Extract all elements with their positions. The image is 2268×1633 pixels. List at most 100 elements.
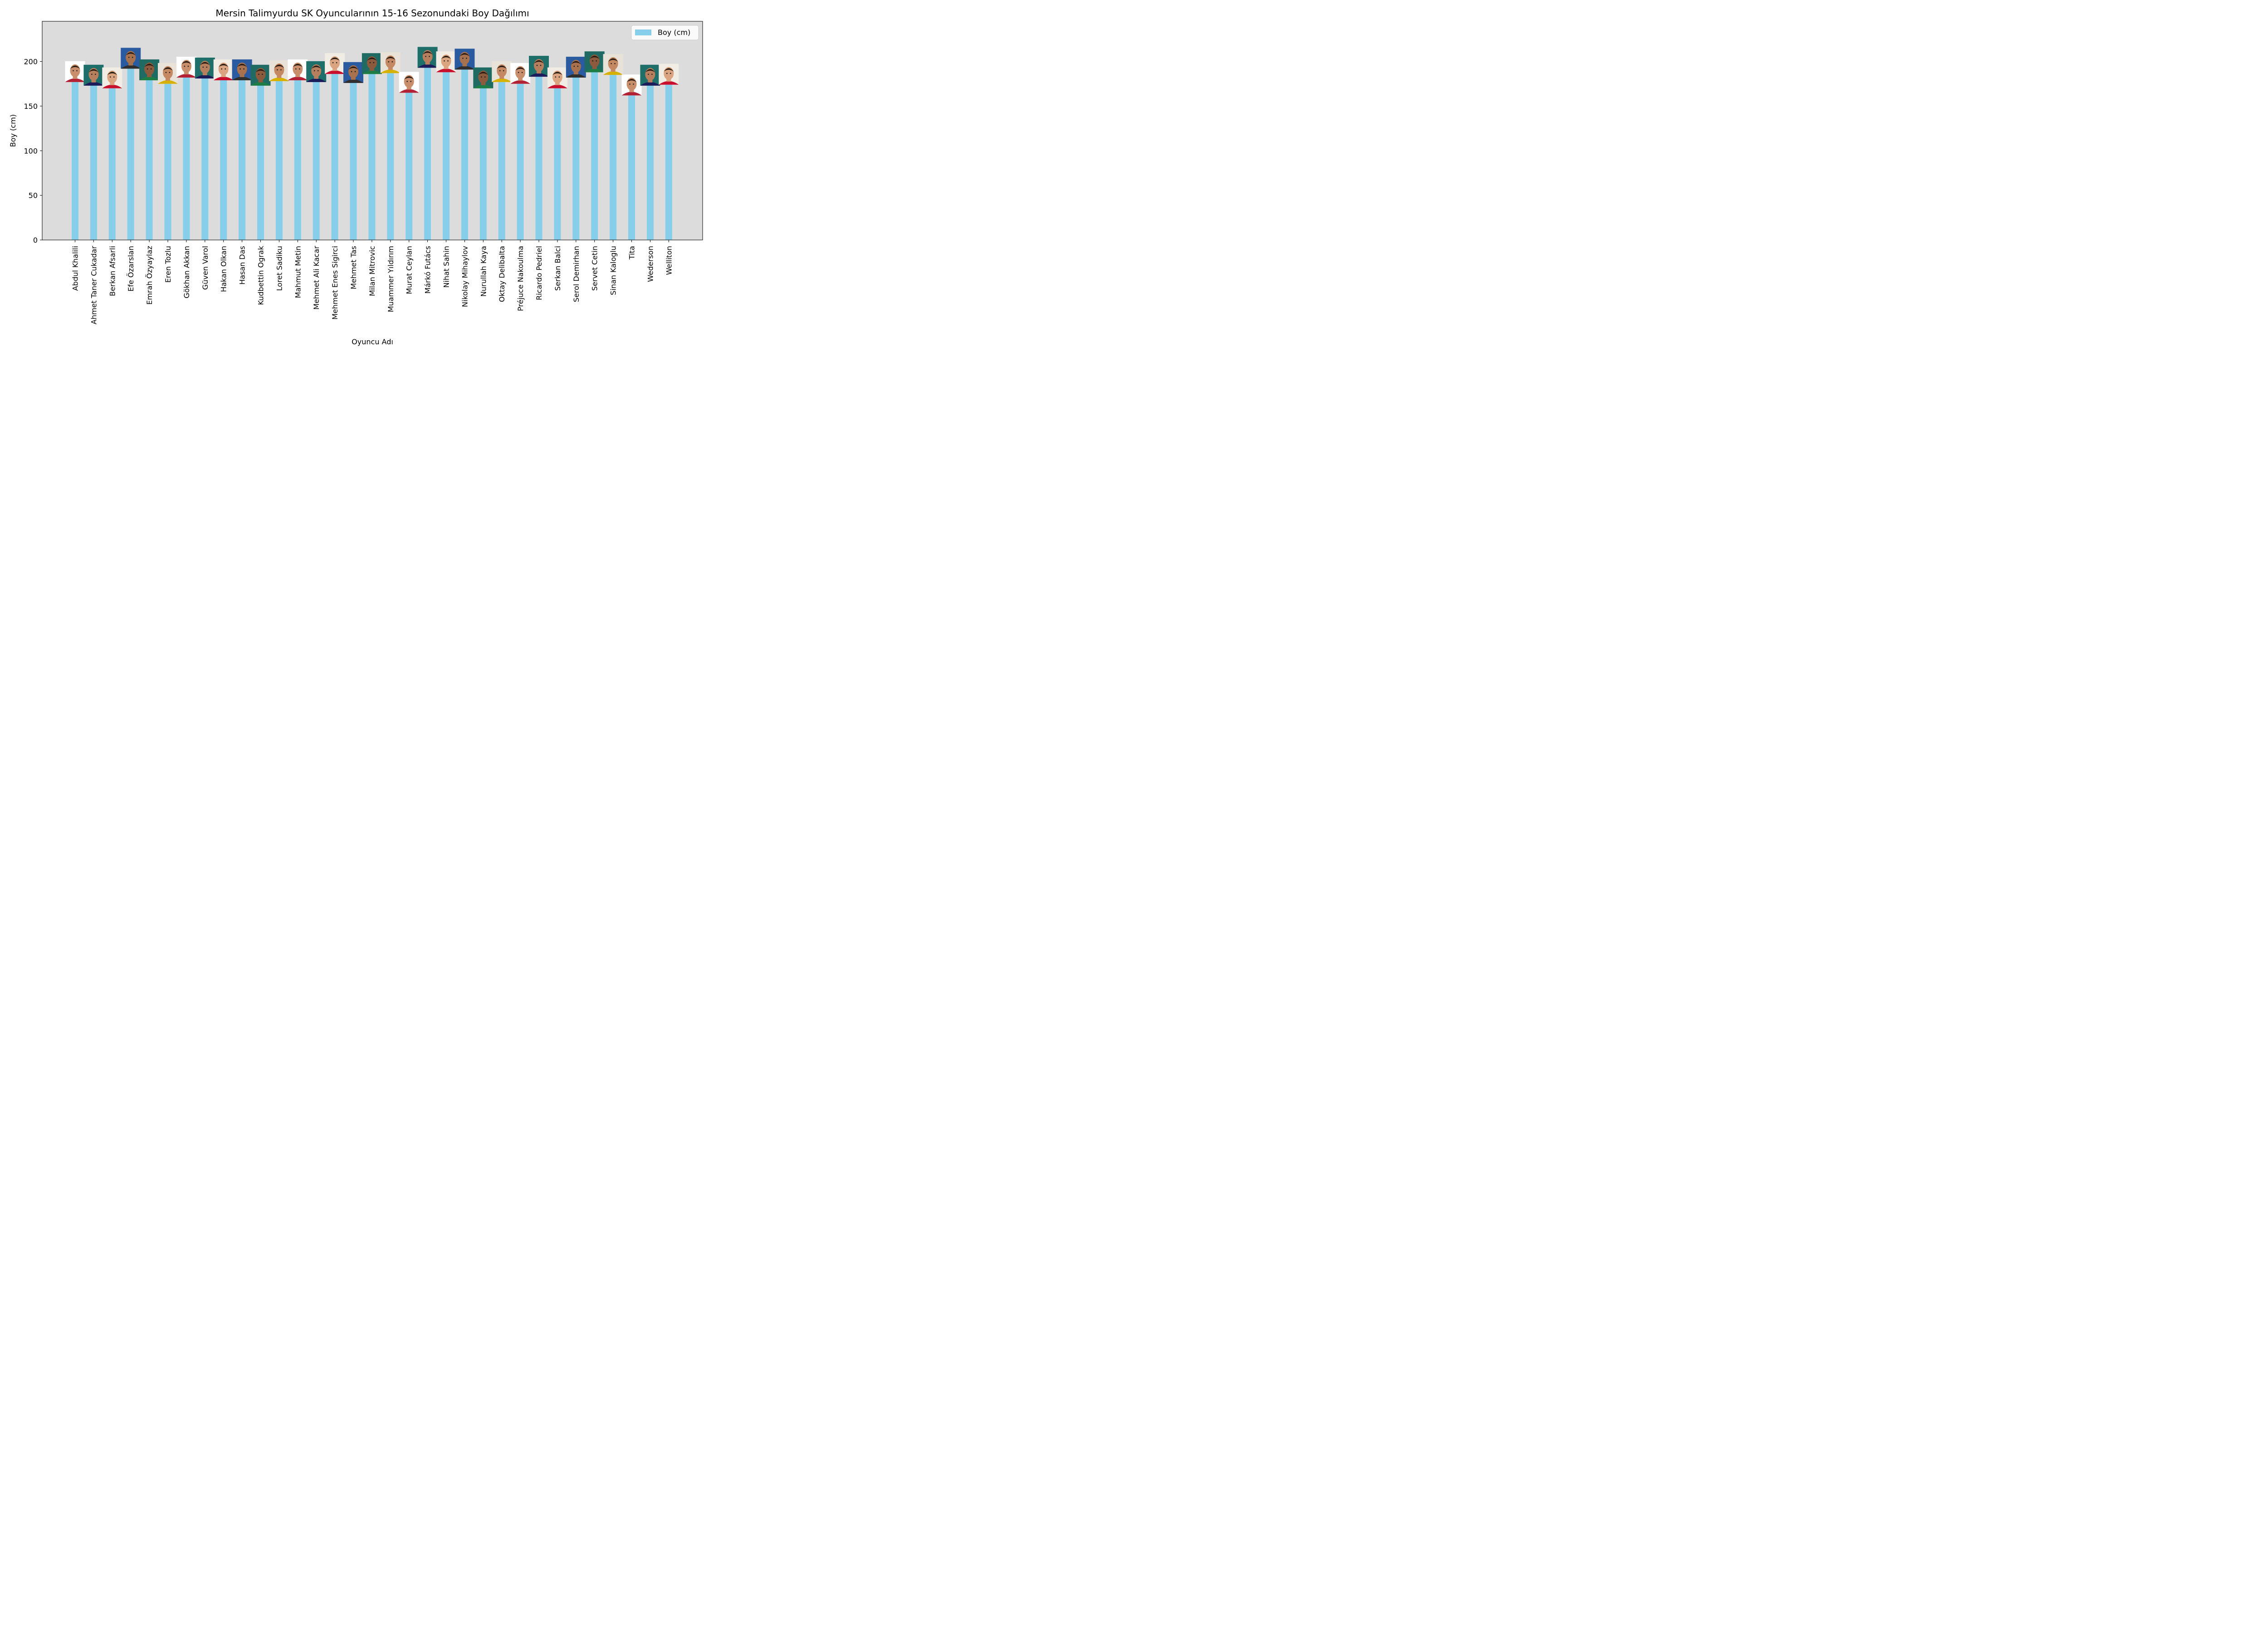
bar (535, 74, 543, 240)
x-tick-label: Serol Demirhan (572, 246, 581, 302)
x-axis: Abdul Khalili Ahmet Taner Cukadar Berkan A… (71, 240, 673, 325)
x-tick-label: Muammer Yıldırım (386, 246, 395, 312)
player-photo-icon (269, 60, 289, 81)
bar (387, 70, 394, 240)
player-photo-icon (510, 63, 531, 84)
x-tick-label: Tita (628, 246, 636, 260)
bar (108, 85, 116, 240)
x-tick-label: Welliton (665, 246, 673, 275)
bar (294, 77, 301, 240)
x-tick-label: Mehmet Enes Sigirci (331, 246, 339, 320)
player-photo-icon (621, 74, 642, 96)
player-photo-icon (176, 57, 196, 78)
y-axis: 0 50 100 150 200 (24, 58, 42, 244)
bar-chart: 0 50 100 150 200 Abdul Khalili Ahmet Taner Cu… (0, 0, 711, 356)
bar (146, 77, 153, 240)
bar (331, 71, 338, 240)
x-tick-label: Sinan Kaloglu (609, 246, 618, 295)
legend-swatch (635, 29, 651, 35)
player-photo-icon (547, 67, 567, 88)
x-tick-label: Emrah Özyaylaz (145, 246, 154, 305)
bar (72, 79, 78, 240)
bars-group (72, 65, 672, 240)
bar (313, 79, 320, 240)
x-tick-label: Hakan Olkan (220, 246, 228, 292)
x-tick-label: Eren Tozlu (164, 246, 172, 283)
bar (554, 85, 561, 240)
player-photo-icon (362, 53, 382, 74)
bar (239, 77, 246, 240)
player-photo-icon (380, 52, 401, 73)
player-photo-icon (492, 61, 512, 82)
player-photo-icon (102, 67, 122, 88)
bar (183, 75, 190, 240)
y-axis-title: Boy (cm) (9, 114, 17, 147)
player-photo-icon (250, 64, 271, 86)
player-photos-group (65, 47, 679, 96)
player-photo-icon (455, 49, 475, 70)
player-photo-icon (213, 59, 234, 80)
x-tick-label: Préjuce Nakoulma (516, 246, 525, 311)
x-tick-label: Servet Cetin (591, 246, 599, 291)
player-photo-icon (83, 64, 104, 86)
bar (591, 69, 598, 240)
player-photo-icon (325, 53, 345, 74)
bar (275, 78, 283, 240)
bar (350, 80, 357, 240)
player-photo-icon (659, 64, 679, 85)
player-photo-icon (566, 57, 586, 78)
player-photo-icon (232, 59, 252, 80)
player-photo-icon (436, 51, 456, 73)
x-tick-label: Ahmet Taner Cukadar (89, 246, 98, 325)
bar (424, 65, 431, 240)
bar (443, 69, 450, 240)
player-photo-icon (195, 58, 215, 79)
plot-frame (42, 21, 703, 240)
y-tick-label: 200 (24, 58, 38, 66)
x-tick-label: Wederson (646, 246, 655, 282)
bar (517, 81, 524, 240)
y-tick-label: 100 (24, 147, 38, 155)
chart-title: Mersin Talimyurdu SK Oyuncularının 15-16… (215, 8, 529, 19)
x-tick-label: Serkan Balci (553, 246, 562, 291)
x-tick-label: Kudbettin Ograk (257, 245, 265, 305)
bar (368, 71, 376, 240)
bar (665, 82, 672, 240)
x-tick-label: Mehmet Ali Kacar (312, 246, 321, 310)
bar (201, 76, 209, 240)
x-axis-title: Oyuncu Adı (352, 337, 393, 346)
x-tick-label: Berkan Afsarli (108, 246, 117, 296)
x-tick-label: Efe Özarslan (127, 246, 135, 292)
x-tick-label: Nurullah Kaya (479, 246, 488, 297)
bar (479, 85, 487, 240)
bar (127, 66, 134, 240)
player-photo-icon (399, 72, 419, 93)
player-photo-icon (158, 63, 178, 84)
y-tick-label: 150 (24, 102, 38, 111)
bar (164, 81, 171, 240)
bar (628, 93, 635, 240)
x-tick-label: Hasan Das (238, 246, 247, 285)
bar (572, 75, 580, 240)
player-photo-icon (306, 61, 327, 82)
player-photo-icon (417, 47, 438, 68)
bar (498, 79, 505, 240)
x-tick-label: Márkó Futács (424, 246, 432, 293)
x-tick-label: Güven Varol (201, 246, 210, 290)
x-tick-label: Milan Mitrovic (368, 246, 376, 296)
x-tick-label: Gökhan Akkan (182, 246, 191, 298)
bar (646, 83, 654, 240)
player-photo-icon (603, 54, 623, 75)
player-photo-icon (584, 51, 605, 73)
bar (406, 90, 413, 240)
x-tick-label: Nihat Sahin (442, 246, 451, 288)
player-photo-icon (65, 61, 85, 82)
player-photo-icon (343, 62, 363, 83)
x-tick-label: Mahmut Metin (293, 246, 302, 298)
bar (220, 77, 227, 240)
x-tick-label: Murat Ceylan (405, 246, 414, 294)
bar (90, 83, 97, 240)
legend: Boy (cm) (631, 25, 699, 40)
bar (257, 83, 264, 240)
player-photo-icon (473, 67, 494, 88)
